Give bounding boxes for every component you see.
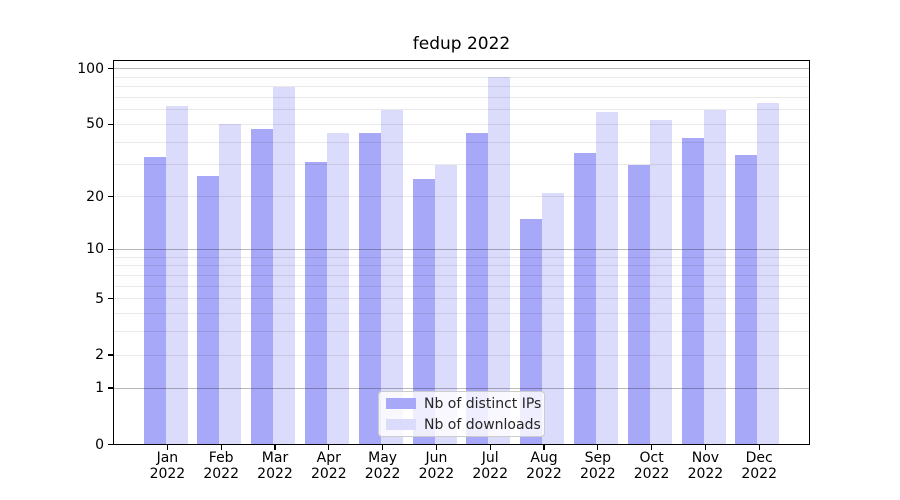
minor-gridline bbox=[113, 86, 810, 88]
bar-distinct-ips bbox=[251, 129, 274, 445]
legend-label-downloads: Nb of downloads bbox=[424, 416, 541, 433]
minor-gridline bbox=[113, 96, 810, 98]
minor-gridline bbox=[113, 76, 810, 78]
legend-label-distinct-ips: Nb of distinct IPs bbox=[424, 395, 542, 412]
x-tick-mark bbox=[489, 444, 491, 450]
legend-swatch-distinct-ips bbox=[386, 398, 416, 409]
x-tick-label: Sep 2022 bbox=[579, 450, 616, 482]
minor-gridline bbox=[113, 256, 810, 258]
y-tick-mark bbox=[108, 297, 113, 300]
minor-gridline bbox=[113, 109, 810, 111]
x-tick-mark bbox=[166, 444, 168, 450]
major-gridline bbox=[113, 387, 810, 389]
bar-distinct-ips bbox=[358, 132, 381, 445]
bar-downloads bbox=[757, 103, 780, 445]
bar-distinct-ips bbox=[305, 162, 327, 445]
major-gridline bbox=[113, 248, 810, 250]
bar-downloads bbox=[273, 86, 296, 445]
y-tick-mark bbox=[108, 354, 113, 356]
bar-downloads bbox=[327, 132, 349, 445]
bar-distinct-ips bbox=[735, 154, 758, 445]
legend-swatch-downloads bbox=[386, 419, 416, 430]
bar-downloads bbox=[703, 109, 726, 445]
x-tick-mark bbox=[435, 444, 437, 450]
minor-gridline bbox=[113, 196, 810, 198]
minor-gridline bbox=[113, 285, 810, 287]
y-tick-mark bbox=[108, 68, 113, 70]
legend: Nb of distinct IPs Nb of downloads bbox=[378, 391, 545, 437]
bar-distinct-ips bbox=[143, 157, 166, 445]
x-tick-mark bbox=[651, 444, 653, 450]
y-tick-label: 100 bbox=[77, 60, 104, 77]
minor-gridline bbox=[113, 331, 810, 333]
minor-gridline bbox=[113, 354, 810, 356]
y-tick-label: 20 bbox=[86, 188, 104, 205]
y-tick-mark bbox=[108, 123, 113, 125]
y-tick-mark bbox=[108, 443, 113, 446]
x-tick-label: Feb 2022 bbox=[203, 450, 239, 482]
chart-title: fedup 2022 bbox=[412, 34, 511, 54]
minor-gridline bbox=[113, 274, 810, 276]
y-tick-label: 5 bbox=[95, 290, 104, 307]
x-tick-mark bbox=[274, 444, 276, 450]
major-gridline bbox=[113, 68, 810, 70]
bar-downloads bbox=[380, 109, 403, 445]
x-tick-label: Mar 2022 bbox=[257, 450, 293, 482]
bar-downloads bbox=[542, 192, 565, 445]
bar-distinct-ips bbox=[681, 138, 704, 445]
x-tick-mark bbox=[704, 444, 706, 450]
x-tick-label: May 2022 bbox=[364, 450, 401, 482]
legend-item-distinct-ips: Nb of distinct IPs bbox=[386, 396, 541, 412]
x-tick-mark bbox=[328, 444, 330, 450]
y-tick-mark bbox=[108, 195, 113, 198]
bar-downloads bbox=[488, 77, 511, 445]
x-tick-label: Dec 2022 bbox=[741, 450, 777, 482]
x-tick-mark bbox=[543, 444, 545, 450]
bar-downloads bbox=[219, 124, 242, 445]
bar-distinct-ips bbox=[466, 132, 489, 445]
bar-distinct-ips bbox=[197, 176, 220, 445]
bar-distinct-ips bbox=[574, 152, 596, 445]
bar-downloads bbox=[434, 164, 457, 445]
x-tick-label: Jul 2022 bbox=[472, 450, 508, 482]
bar-downloads bbox=[165, 105, 188, 445]
x-tick-mark bbox=[758, 444, 760, 450]
legend-item-downloads: Nb of downloads bbox=[386, 417, 541, 433]
x-tick-label: Jun 2022 bbox=[418, 450, 455, 482]
x-tick-mark bbox=[220, 444, 222, 450]
x-tick-label: Aug 2022 bbox=[526, 450, 562, 482]
x-tick-label: Jan 2022 bbox=[149, 450, 186, 482]
bar-distinct-ips bbox=[412, 179, 435, 445]
bar-downloads bbox=[649, 119, 672, 445]
y-tick-label: 50 bbox=[86, 116, 104, 133]
y-tick-mark bbox=[108, 248, 113, 250]
y-tick-label: 0 bbox=[95, 436, 104, 453]
bar-distinct-ips bbox=[627, 164, 650, 445]
y-tick-label: 1 bbox=[95, 380, 104, 397]
bar-distinct-ips bbox=[520, 218, 543, 445]
minor-gridline bbox=[113, 141, 810, 143]
y-tick-label: 10 bbox=[86, 241, 104, 258]
x-tick-label: Apr 2022 bbox=[310, 450, 347, 482]
x-tick-label: Oct 2022 bbox=[633, 450, 670, 482]
minor-gridline bbox=[113, 265, 810, 267]
y-tick-label: 2 bbox=[95, 347, 104, 364]
x-tick-mark bbox=[382, 444, 384, 450]
y-tick-mark bbox=[108, 387, 113, 389]
x-tick-label: Nov 2022 bbox=[687, 450, 724, 482]
minor-gridline bbox=[113, 164, 810, 166]
minor-gridline bbox=[113, 123, 810, 125]
minor-gridline bbox=[113, 298, 810, 300]
minor-gridline bbox=[113, 312, 810, 314]
x-tick-mark bbox=[597, 444, 599, 450]
bar-downloads bbox=[596, 112, 618, 445]
